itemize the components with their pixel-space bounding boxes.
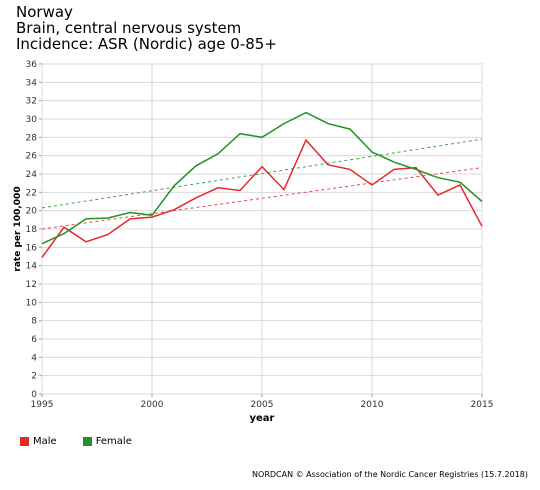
trend-line-female [41, 138, 483, 209]
y-tick-label: 10 [26, 298, 38, 308]
x-tick-label: 2000 [141, 400, 164, 410]
y-tick-label: 4 [31, 353, 37, 363]
y-tick-label: 34 [26, 78, 38, 88]
title-country: Norway [16, 3, 73, 21]
y-tick-label: 0 [31, 390, 37, 400]
y-tick-label: 32 [26, 97, 37, 107]
legend-item-male: Male [20, 436, 57, 447]
series-line-female [41, 111, 483, 245]
y-tick-label: 14 [26, 262, 38, 272]
x-tick-label: 2010 [361, 400, 384, 410]
x-tick-label: 2015 [471, 400, 494, 410]
y-tick-label: 8 [31, 317, 37, 327]
y-tick-label: 2 [31, 372, 37, 382]
y-tick-label: 22 [26, 188, 37, 198]
x-tick-label: 1995 [31, 400, 54, 410]
y-tick-label: 36 [26, 60, 38, 70]
trend-line-male [41, 167, 483, 230]
y-tick-label: 28 [26, 133, 38, 143]
legend: Male Female [20, 436, 158, 447]
series-line-male [41, 138, 483, 258]
footer-credit: NORDCAN © Association of the Nordic Canc… [252, 470, 528, 479]
legend-item-female: Female [82, 436, 132, 447]
y-tick-label: 26 [26, 152, 38, 162]
y-tick-label: 24 [26, 170, 38, 180]
x-tick-label: 2005 [251, 400, 274, 410]
y-tick-label: 30 [26, 115, 38, 125]
y-tick-label: 6 [31, 335, 37, 345]
y-tick-label: 12 [26, 280, 37, 290]
legend-swatch-male [20, 437, 29, 446]
x-axis-label: year [250, 413, 275, 424]
legend-label-female: Female [95, 436, 132, 447]
y-axis-label: rate per 100,000 [13, 186, 23, 271]
legend-swatch-female [82, 437, 92, 446]
title-cancer-site: Brain, central nervous system [16, 19, 242, 37]
legend-label-male: Male [33, 436, 57, 447]
y-tick-label: 20 [26, 207, 38, 217]
title-measure: Incidence: ASR (Nordic) age 0-85+ [16, 35, 277, 53]
chart-title-block: Norway Brain, central nervous system Inc… [16, 4, 277, 52]
y-tick-label: 16 [26, 243, 38, 253]
y-tick-label: 18 [26, 225, 38, 235]
